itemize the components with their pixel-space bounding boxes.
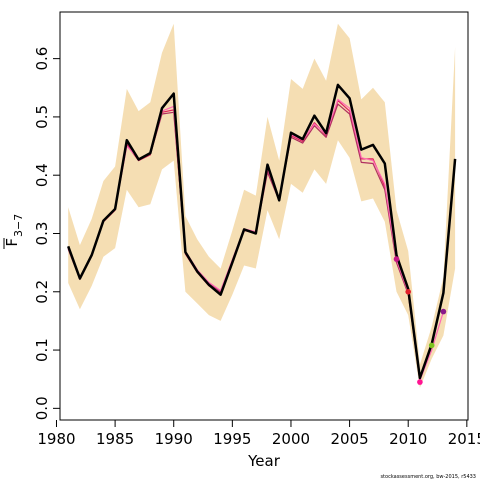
y-tick-label-5: 0.5 (33, 105, 51, 129)
x-tick-label-1980: 1980 (37, 430, 75, 448)
y-axis-title-main: F (3, 238, 21, 247)
endpoint-marker-3 (417, 379, 423, 385)
x-tick-label-1990: 1990 (155, 430, 193, 448)
y-tick-label-6: 0.6 (33, 47, 51, 71)
endpoint-marker-2 (405, 289, 412, 295)
y-axis-title-subscript: 3−7 (12, 214, 25, 237)
footnote: stockassessment.org, bw-2015, r5433 (380, 474, 476, 480)
y-tick-label-3: 0.3 (33, 222, 51, 246)
endpoint-marker-5 (440, 308, 447, 315)
y-axis-title: F 3−7 (3, 214, 25, 249)
x-tick-label-2010: 2010 (389, 430, 427, 448)
y-tick-label-2: 0.2 (33, 280, 51, 304)
x-tick-label-2015: 2015 (448, 430, 480, 448)
y-axis-ticks: 0.0 0.1 0.2 0.3 0.4 0.5 0.6 (33, 47, 60, 420)
series-line-1 (67, 83, 457, 380)
plot-frame (59, 11, 469, 421)
y-tick-label-4: 0.4 (33, 163, 51, 187)
x-tick-label-1995: 1995 (213, 430, 251, 448)
endpoint-marker-4 (428, 342, 435, 349)
y-tick-label-0: 0.0 (33, 396, 51, 420)
x-axis-title: Year (247, 452, 281, 470)
x-tick-label-2005: 2005 (330, 430, 368, 448)
x-axis-ticks: 1980 1985 1990 1995 2000 2005 2010 2015 (37, 420, 480, 448)
x-tick-label-2000: 2000 (272, 430, 310, 448)
endpoint-marker-1 (393, 256, 400, 262)
y-tick-label-1: 0.1 (33, 338, 51, 362)
x-tick-label-1985: 1985 (96, 430, 134, 448)
plot-content (67, 23, 457, 388)
